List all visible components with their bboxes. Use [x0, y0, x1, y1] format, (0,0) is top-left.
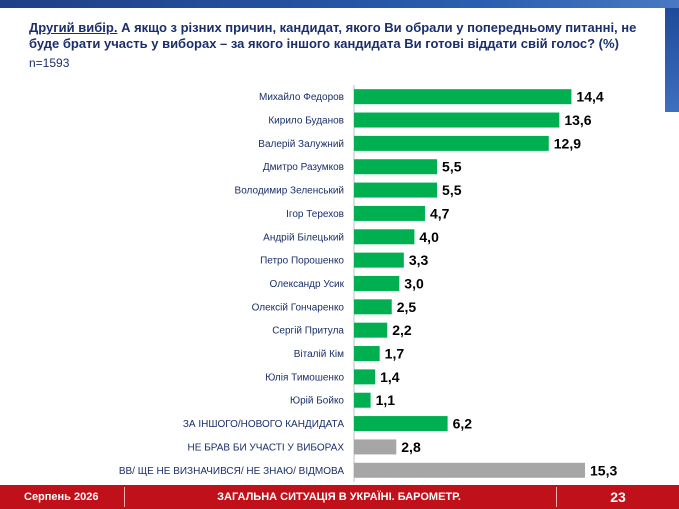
- data-label: 14,4: [576, 89, 603, 105]
- footer-bar: Серпень 2026 ЗАГАЛЬНА СИТУАЦІЯ В УКРАЇНІ…: [0, 485, 679, 509]
- bar: [354, 322, 388, 338]
- footer-date: Серпень 2026: [24, 491, 99, 503]
- bar: [354, 112, 560, 128]
- data-label: 15,3: [590, 462, 617, 478]
- data-label: 12,9: [554, 135, 581, 151]
- bar: [354, 439, 397, 455]
- bar: [354, 346, 380, 362]
- category-label: Володимир Зеленський: [235, 186, 344, 197]
- category-label: Олександр Усик: [270, 279, 345, 290]
- category-label: Андрій Білецький: [263, 232, 344, 243]
- category-label: Михайло Федоров: [259, 92, 344, 103]
- corner-decoration: [665, 8, 679, 112]
- data-label: 2,8: [401, 439, 421, 455]
- data-label: 1,1: [376, 392, 396, 408]
- data-label: 1,7: [385, 346, 405, 362]
- question-text: А якщо з різних причин, кандидат, якого …: [29, 20, 637, 51]
- footer-title: ЗАГАЛЬНА СИТУАЦІЯ В УКРАЇНІ. БАРОМЕТР.: [217, 491, 461, 503]
- data-label: 1,4: [380, 369, 400, 385]
- category-label: Віталій Кім: [294, 349, 344, 360]
- data-label: 2,2: [392, 322, 412, 338]
- data-label: 3,3: [409, 252, 429, 268]
- category-label: Петро Порошенко: [260, 256, 344, 267]
- category-label: ВВ/ ЩЕ НЕ ВИЗНАЧИВСЯ/ НЕ ЗНАЮ/ ВІДМОВА: [119, 466, 345, 477]
- bar: [354, 275, 400, 291]
- data-label: 2,5: [397, 299, 417, 315]
- data-label: 4,0: [419, 229, 439, 245]
- category-label: Кирило Буданов: [268, 116, 344, 127]
- footer-divider: [556, 487, 557, 507]
- bar: [354, 462, 585, 478]
- category-label: Олексій Гончаренко: [252, 302, 345, 313]
- category-label: Дмитро Разумков: [263, 162, 344, 173]
- bar: [354, 392, 371, 408]
- category-label: Юрій Бойко: [290, 396, 344, 407]
- category-label: Ігор Терехов: [286, 209, 344, 220]
- page-number: 23: [610, 489, 626, 505]
- data-label: 3,0: [404, 275, 424, 291]
- category-label: Юлія Тимошенко: [265, 372, 344, 383]
- category-label: Сергій Притула: [272, 326, 344, 337]
- sample-size: n=1593: [29, 56, 70, 70]
- bar: [354, 205, 425, 221]
- bar: [354, 299, 392, 315]
- data-label: 5,5: [442, 159, 462, 175]
- bar: [354, 369, 376, 385]
- bar: [354, 252, 404, 268]
- category-label: НЕ БРАВ БИ УЧАСТІ У ВИБОРАХ: [188, 442, 345, 453]
- bar-chart: Михайло Федоров 14,4 Кирило Буданов 13,6 Вал…: [119, 85, 617, 482]
- bar: [354, 229, 415, 245]
- footer-divider: [124, 487, 125, 507]
- bar: [354, 89, 572, 105]
- question-lead: Другий вибір.: [29, 20, 118, 35]
- category-label: ЗА ІНШОГО/НОВОГО КАНДИДАТА: [183, 419, 344, 430]
- category-label: Валерій Залужний: [258, 139, 344, 150]
- bar: [354, 135, 549, 151]
- bar: [354, 182, 438, 198]
- data-label: 13,6: [564, 112, 591, 128]
- data-label: 4,7: [430, 205, 450, 221]
- bar: [354, 416, 448, 432]
- bar: [354, 159, 438, 175]
- data-label: 5,5: [442, 182, 462, 198]
- data-label: 6,2: [453, 416, 473, 432]
- question-header: Другий вибір. А якщо з різних причин, ка…: [29, 20, 661, 52]
- top-accent-bar: [0, 0, 679, 8]
